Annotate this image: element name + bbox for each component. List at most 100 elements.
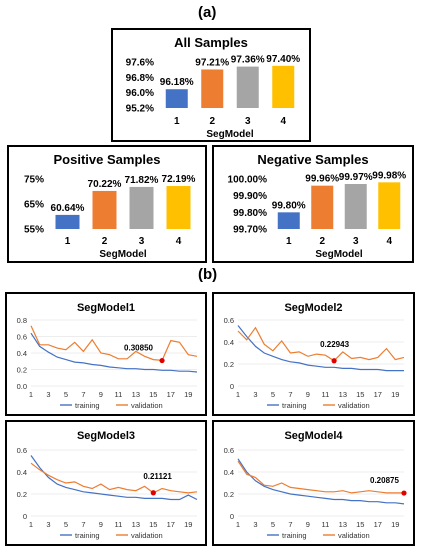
y-tick-label: 0.2 [224,490,234,499]
y-tick-label: 0.6 [224,446,234,455]
y-tick-label: 0.4 [224,468,234,477]
x-tick-label: 13 [132,390,140,399]
x-tick-label: 15 [149,390,157,399]
data-label: 99.98% [372,170,406,181]
chart-title: SegModel3 [77,430,135,442]
x-tick-label: 2 [209,116,215,127]
bar-4 [378,182,401,229]
y-tick-label: 0 [230,512,234,521]
y-tick-label: 99.70% [233,225,267,236]
y-tick-label: 0.4 [17,349,27,358]
y-tick-label: 65% [24,200,44,211]
y-tick-label: 0.4 [224,338,234,347]
bar-1 [165,89,188,108]
x-tick-label: 1 [65,236,71,247]
x-tick-label: 5 [64,390,68,399]
chart-segmodel1: SegModel1 0.0 0.2 0.4 0.6 0.8 1 3 5 7 9 11 13 15 17 19 0… [5,292,207,416]
x-tick-label: 2 [319,236,325,247]
x-tick-label: 11 [321,520,329,529]
chart-title: Positive Samples [54,152,161,167]
chart-all-samples: All Samples 95.2% 96.0% 96.8% 97.6% 96.18% 1 97… [111,28,311,142]
x-tick-label: 11 [114,520,122,529]
x-tick-label: 19 [184,520,192,529]
bar-2 [201,69,224,108]
marker-point [401,490,407,496]
chart-title: SegModel2 [284,302,342,314]
chart-segmodel3: SegModel3 0 0.2 0.4 0.6 1 3 5 7 9 11 13 15 17 19 0.2112… [5,420,207,546]
bar-2 [92,190,117,229]
x-tick-label: 4 [280,116,286,127]
x-tick-label: 5 [64,520,68,529]
chart-title: SegModel1 [77,302,135,314]
series-line-training [237,458,405,505]
y-tick-label: 0.6 [17,333,27,342]
x-tick-label: 11 [114,390,122,399]
x-tick-label: 13 [339,390,347,399]
x-axis-label: SegModel [99,249,146,260]
y-tick-label: 95.2% [126,104,154,115]
x-tick-label: 1 [174,116,180,127]
marker-point [159,357,165,364]
x-tick-label: 7 [288,390,292,399]
data-label: 70.22% [88,179,122,190]
legend-label: validation [338,401,370,410]
bar-3 [129,186,154,229]
x-tick-label: 17 [167,520,175,529]
x-tick-label: 3 [253,520,257,529]
x-tick-label: 3 [353,236,359,247]
chart-negative-samples-svg: Negative Samples 99.70% 99.80% 99.90% 100.00… [228,152,407,260]
x-tick-label: 9 [99,520,103,529]
legend-label: validation [131,401,163,410]
legend-label: training [75,531,100,540]
y-tick-label: 0 [23,512,27,521]
y-tick-label: 99.90% [233,191,267,202]
x-tick-label: 4 [176,236,182,247]
data-label: 99.80% [272,200,306,211]
y-tick-label: 99.80% [233,208,267,219]
chart-all-samples-svg: All Samples 95.2% 96.0% 96.8% 97.6% 96.18% 1 97… [126,35,301,140]
x-tick-label: 13 [339,520,347,529]
x-tick-label: 9 [306,390,310,399]
x-tick-label: 15 [356,390,364,399]
chart-title: All Samples [174,35,248,50]
x-tick-label: 17 [374,390,382,399]
x-tick-label: 3 [245,116,251,127]
marker-point [150,490,156,496]
x-tick-label: 4 [386,236,392,247]
chart-positive-samples-svg: Positive Samples 55% 65% 75% 60.64% 1 70.22% 2 7… [24,152,196,260]
chart-title: SegModel4 [284,430,343,442]
legend-label: validation [338,531,370,540]
x-tick-label: 7 [288,520,292,529]
x-axis-label: SegModel [315,249,362,260]
marker-point [331,358,337,364]
chart-negative-samples: Negative Samples 99.70% 99.80% 99.90% 100.00… [212,145,414,263]
panel-b-label: (b) [198,266,218,283]
x-tick-label: 1 [29,520,33,529]
bar-4 [166,186,191,229]
marker-label: 0.30850 [124,344,153,353]
y-tick-label: 75% [24,175,44,186]
series-line-training [30,332,198,373]
data-label: 71.82% [125,175,159,186]
data-label: 60.64% [51,203,85,214]
x-tick-label: 17 [374,520,382,529]
data-label: 96.18% [160,77,194,88]
y-tick-label: 0 [230,382,234,391]
series-line-validation [30,462,198,494]
panel-a-label: (a) [198,4,217,21]
legend-label: training [75,401,100,410]
y-tick-label: 100.00% [228,175,268,186]
bar-1 [277,212,300,229]
x-tick-label: 1 [286,236,292,247]
data-label: 72.19% [162,174,196,185]
chart-title: Negative Samples [257,152,368,167]
bar-3 [236,66,259,108]
y-tick-label: 96.8% [126,73,154,84]
x-tick-label: 3 [139,236,145,247]
x-tick-label: 1 [236,520,240,529]
x-tick-label: 3 [46,390,50,399]
x-tick-label: 11 [321,390,329,399]
y-tick-label: 0.2 [17,366,27,375]
x-tick-label: 9 [306,520,310,529]
